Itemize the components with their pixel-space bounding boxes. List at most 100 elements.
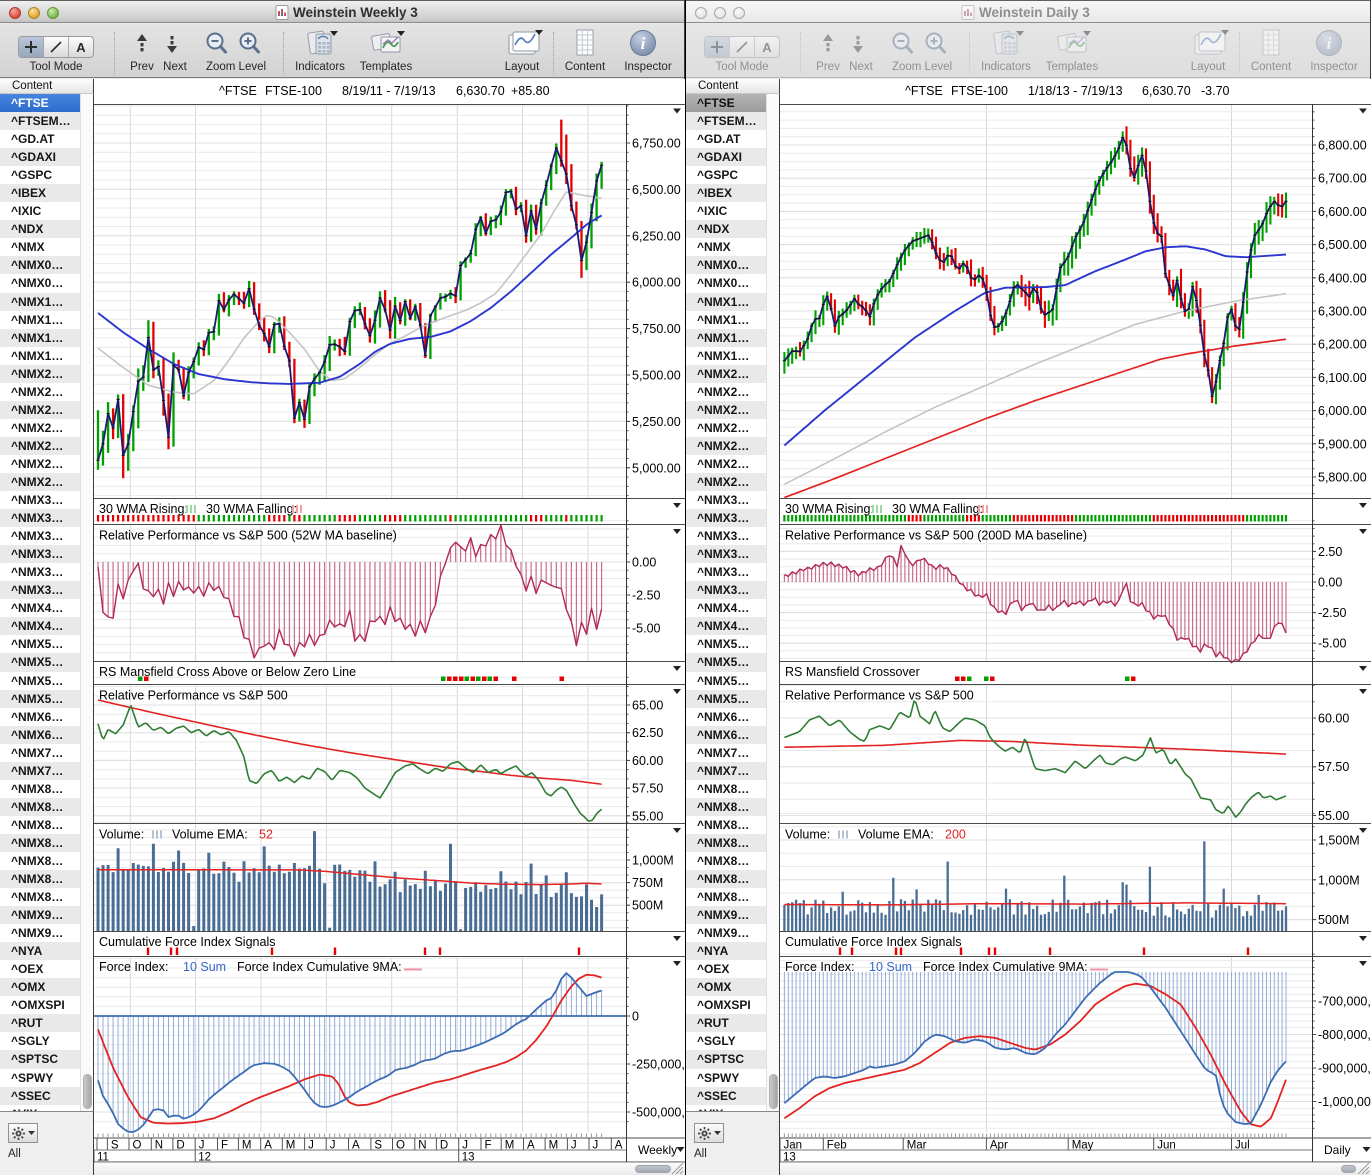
svg-text:1,500M: 1,500M [1318, 834, 1360, 848]
svg-text:200: 200 [945, 828, 966, 842]
svg-text:0: 0 [632, 1010, 639, 1024]
svg-text:O: O [133, 1140, 142, 1152]
svg-text:500M: 500M [1318, 913, 1349, 927]
svg-text:Relative Performance vs S&P 50: Relative Performance vs S&P 500 [99, 689, 288, 703]
svg-text:Jan: Jan [784, 1140, 803, 1152]
svg-text:30 WMA Rising:: 30 WMA Rising: [99, 502, 188, 516]
svg-text:-5.00: -5.00 [632, 622, 661, 636]
svg-text:A: A [352, 1140, 360, 1152]
svg-text:May: May [1072, 1140, 1094, 1152]
svg-text:1,000M: 1,000M [632, 854, 674, 868]
svg-text:Relative Performance vs S&P 50: Relative Performance vs S&P 500 (200D MA… [785, 529, 1087, 543]
svg-text:J: J [330, 1140, 336, 1152]
svg-text:-2.50: -2.50 [632, 589, 661, 603]
svg-text:-2.50: -2.50 [1318, 606, 1347, 620]
svg-text:Cumulative Force Index Signals: Cumulative Force Index Signals [785, 935, 961, 949]
svg-text:Daily: Daily [1324, 1143, 1351, 1157]
svg-text:Weekly: Weekly [638, 1143, 677, 1157]
svg-text:6,800.00: 6,800.00 [1318, 139, 1367, 153]
svg-text:M: M [505, 1140, 515, 1152]
svg-text:5,900.00: 5,900.00 [1318, 437, 1367, 451]
svg-text:Feb: Feb [827, 1140, 847, 1152]
svg-text:6,600.00: 6,600.00 [1318, 205, 1367, 219]
svg-text:6,250.00: 6,250.00 [632, 229, 681, 243]
svg-text:-700,000,000: -700,000,000 [1318, 995, 1371, 1009]
svg-text:A: A [615, 1140, 623, 1152]
svg-text:i: i [641, 34, 646, 53]
svg-text:10 Sum: 10 Sum [183, 960, 226, 974]
svg-text:55.00: 55.00 [1318, 809, 1349, 823]
svg-text:52: 52 [259, 828, 273, 842]
svg-text:30 WMA Rising:: 30 WMA Rising: [785, 502, 874, 516]
svg-text:6,100.00: 6,100.00 [1318, 371, 1367, 385]
svg-text:D: D [440, 1140, 448, 1152]
svg-text:S: S [374, 1140, 382, 1152]
svg-text:-1,000,000,000: -1,000,000,000 [1318, 1095, 1371, 1109]
svg-text:-5.00: -5.00 [1318, 637, 1347, 651]
svg-text:i: i [1327, 34, 1332, 53]
svg-text:500M: 500M [632, 899, 663, 913]
svg-text:55.00: 55.00 [632, 809, 663, 823]
svg-text:J: J [593, 1140, 599, 1152]
svg-text:6,200.00: 6,200.00 [1318, 338, 1367, 352]
svg-text:57.50: 57.50 [632, 782, 663, 796]
svg-text:Force Index:: Force Index: [99, 960, 168, 974]
svg-text:60.00: 60.00 [1318, 712, 1349, 726]
svg-text:S: S [111, 1140, 119, 1152]
svg-text:M: M [549, 1140, 559, 1152]
svg-text:6,300.00: 6,300.00 [1318, 305, 1367, 319]
svg-text:Jun: Jun [1157, 1140, 1176, 1152]
svg-text:J: J [308, 1140, 314, 1152]
svg-text:5,250.00: 5,250.00 [632, 415, 681, 429]
svg-text:Apr: Apr [990, 1140, 1008, 1152]
svg-text:6,500.00: 6,500.00 [632, 183, 681, 197]
svg-text:-900,000,000: -900,000,000 [1318, 1062, 1371, 1076]
svg-text:6,700.00: 6,700.00 [1318, 172, 1367, 186]
svg-text:-250,000,000: -250,000,000 [632, 1058, 685, 1072]
svg-text:Force Index Cumulative 9MA:: Force Index Cumulative 9MA: [237, 960, 402, 974]
svg-text:A: A [527, 1140, 535, 1152]
svg-text:65.00: 65.00 [632, 699, 663, 713]
svg-text:F: F [485, 1140, 492, 1152]
svg-text:1,000M: 1,000M [1318, 873, 1360, 887]
svg-text:Relative Performance vs S&P 50: Relative Performance vs S&P 500 [785, 689, 974, 703]
svg-text:M: M [242, 1140, 252, 1152]
svg-text:0.00: 0.00 [1318, 576, 1342, 590]
svg-text:N: N [418, 1140, 426, 1152]
svg-text:F: F [221, 1140, 228, 1152]
svg-text:A: A [264, 1140, 272, 1152]
svg-text:Force Index Cumulative 9MA:: Force Index Cumulative 9MA: [923, 960, 1088, 974]
svg-text:Relative Performance vs S&P 50: Relative Performance vs S&P 500 (52W MA … [99, 529, 397, 543]
svg-text:13: 13 [783, 1152, 796, 1163]
svg-text:J: J [199, 1140, 205, 1152]
svg-text:13: 13 [462, 1152, 475, 1163]
svg-text:57.50: 57.50 [1318, 760, 1349, 774]
svg-text:Volume EMA:: Volume EMA: [172, 828, 248, 842]
svg-text:RS Mansfield Cross Above or Be: RS Mansfield Cross Above or Below Zero L… [99, 665, 356, 679]
svg-text:Cumulative Force Index Signals: Cumulative Force Index Signals [99, 935, 275, 949]
svg-text:6,400.00: 6,400.00 [1318, 271, 1367, 285]
svg-text:J: J [462, 1140, 468, 1152]
svg-text:5,500.00: 5,500.00 [632, 369, 681, 383]
svg-text:6,750.00: 6,750.00 [632, 137, 681, 151]
svg-text:6,500.00: 6,500.00 [1318, 238, 1367, 252]
svg-text:Volume EMA:: Volume EMA: [858, 828, 934, 842]
svg-text:12: 12 [198, 1152, 211, 1163]
svg-text:11: 11 [97, 1152, 109, 1163]
svg-text:10 Sum: 10 Sum [869, 960, 912, 974]
svg-text:-800,000,000: -800,000,000 [1318, 1028, 1371, 1042]
svg-text:62.50: 62.50 [632, 726, 663, 740]
svg-text:Volume:: Volume: [785, 828, 830, 842]
svg-text:30 WMA Falling:: 30 WMA Falling: [892, 502, 983, 516]
svg-text:750M: 750M [632, 876, 663, 890]
svg-text:Jul: Jul [1235, 1140, 1250, 1152]
svg-text:D: D [176, 1140, 184, 1152]
svg-text:60.00: 60.00 [632, 754, 663, 768]
svg-text:Volume:: Volume: [99, 828, 144, 842]
svg-text:N: N [155, 1140, 163, 1152]
svg-text:6,000.00: 6,000.00 [632, 276, 681, 290]
svg-text:5,800.00: 5,800.00 [1318, 471, 1367, 485]
svg-text:J: J [571, 1140, 577, 1152]
svg-text:6,000.00: 6,000.00 [1318, 404, 1367, 418]
svg-text:RS Mansfield Crossover: RS Mansfield Crossover [785, 665, 920, 679]
